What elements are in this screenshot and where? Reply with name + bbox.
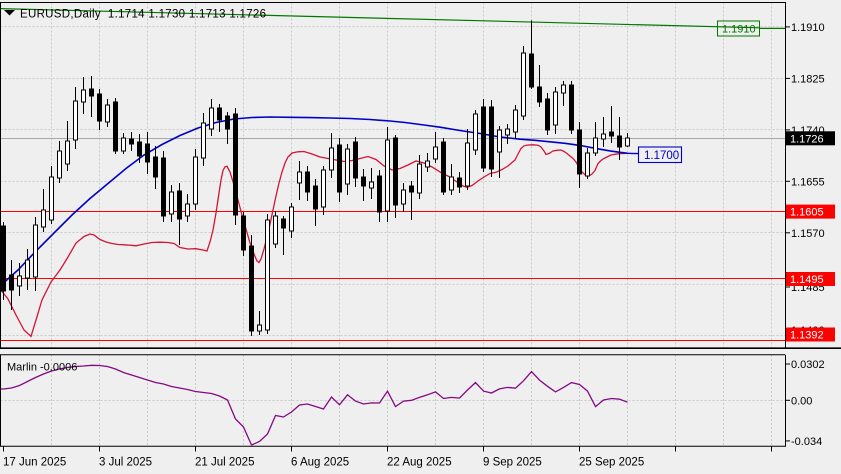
svg-text:0.0302: 0.0302 [791,359,825,371]
svg-text:EURUSD,Daily 1.1714 1.1730 1.: EURUSD,Daily 1.1714 1.1730 1.1713 1.1726 [20,9,266,21]
svg-text:22 Aug 2025: 22 Aug 2025 [387,457,452,469]
svg-text:1.1570: 1.1570 [791,228,825,240]
svg-text:1.1825: 1.1825 [791,73,825,85]
svg-text:1.1655: 1.1655 [791,176,825,188]
svg-text:1.1605: 1.1605 [790,207,824,219]
svg-text:1.1910: 1.1910 [722,24,756,36]
svg-text:1.1700: 1.1700 [644,150,679,162]
svg-text:0.00: 0.00 [791,395,812,407]
svg-text:1.1910: 1.1910 [791,22,825,34]
svg-text:1.1495: 1.1495 [790,274,824,286]
svg-text:6 Aug 2025: 6 Aug 2025 [291,457,349,469]
svg-text:3 Jul 2025: 3 Jul 2025 [99,457,152,469]
svg-text:9 Sep 2025: 9 Sep 2025 [483,457,542,469]
svg-text:21 Jul 2025: 21 Jul 2025 [195,457,254,469]
svg-text:1.1392: 1.1392 [790,330,824,342]
svg-text:1.1726: 1.1726 [790,134,824,146]
svg-text:Marlin -0.0006: Marlin -0.0006 [7,362,77,374]
svg-text:17 Jun 2025: 17 Jun 2025 [3,457,66,469]
svg-text:25 Sep 2025: 25 Sep 2025 [579,457,644,469]
svg-text:-0.034: -0.034 [791,436,822,448]
